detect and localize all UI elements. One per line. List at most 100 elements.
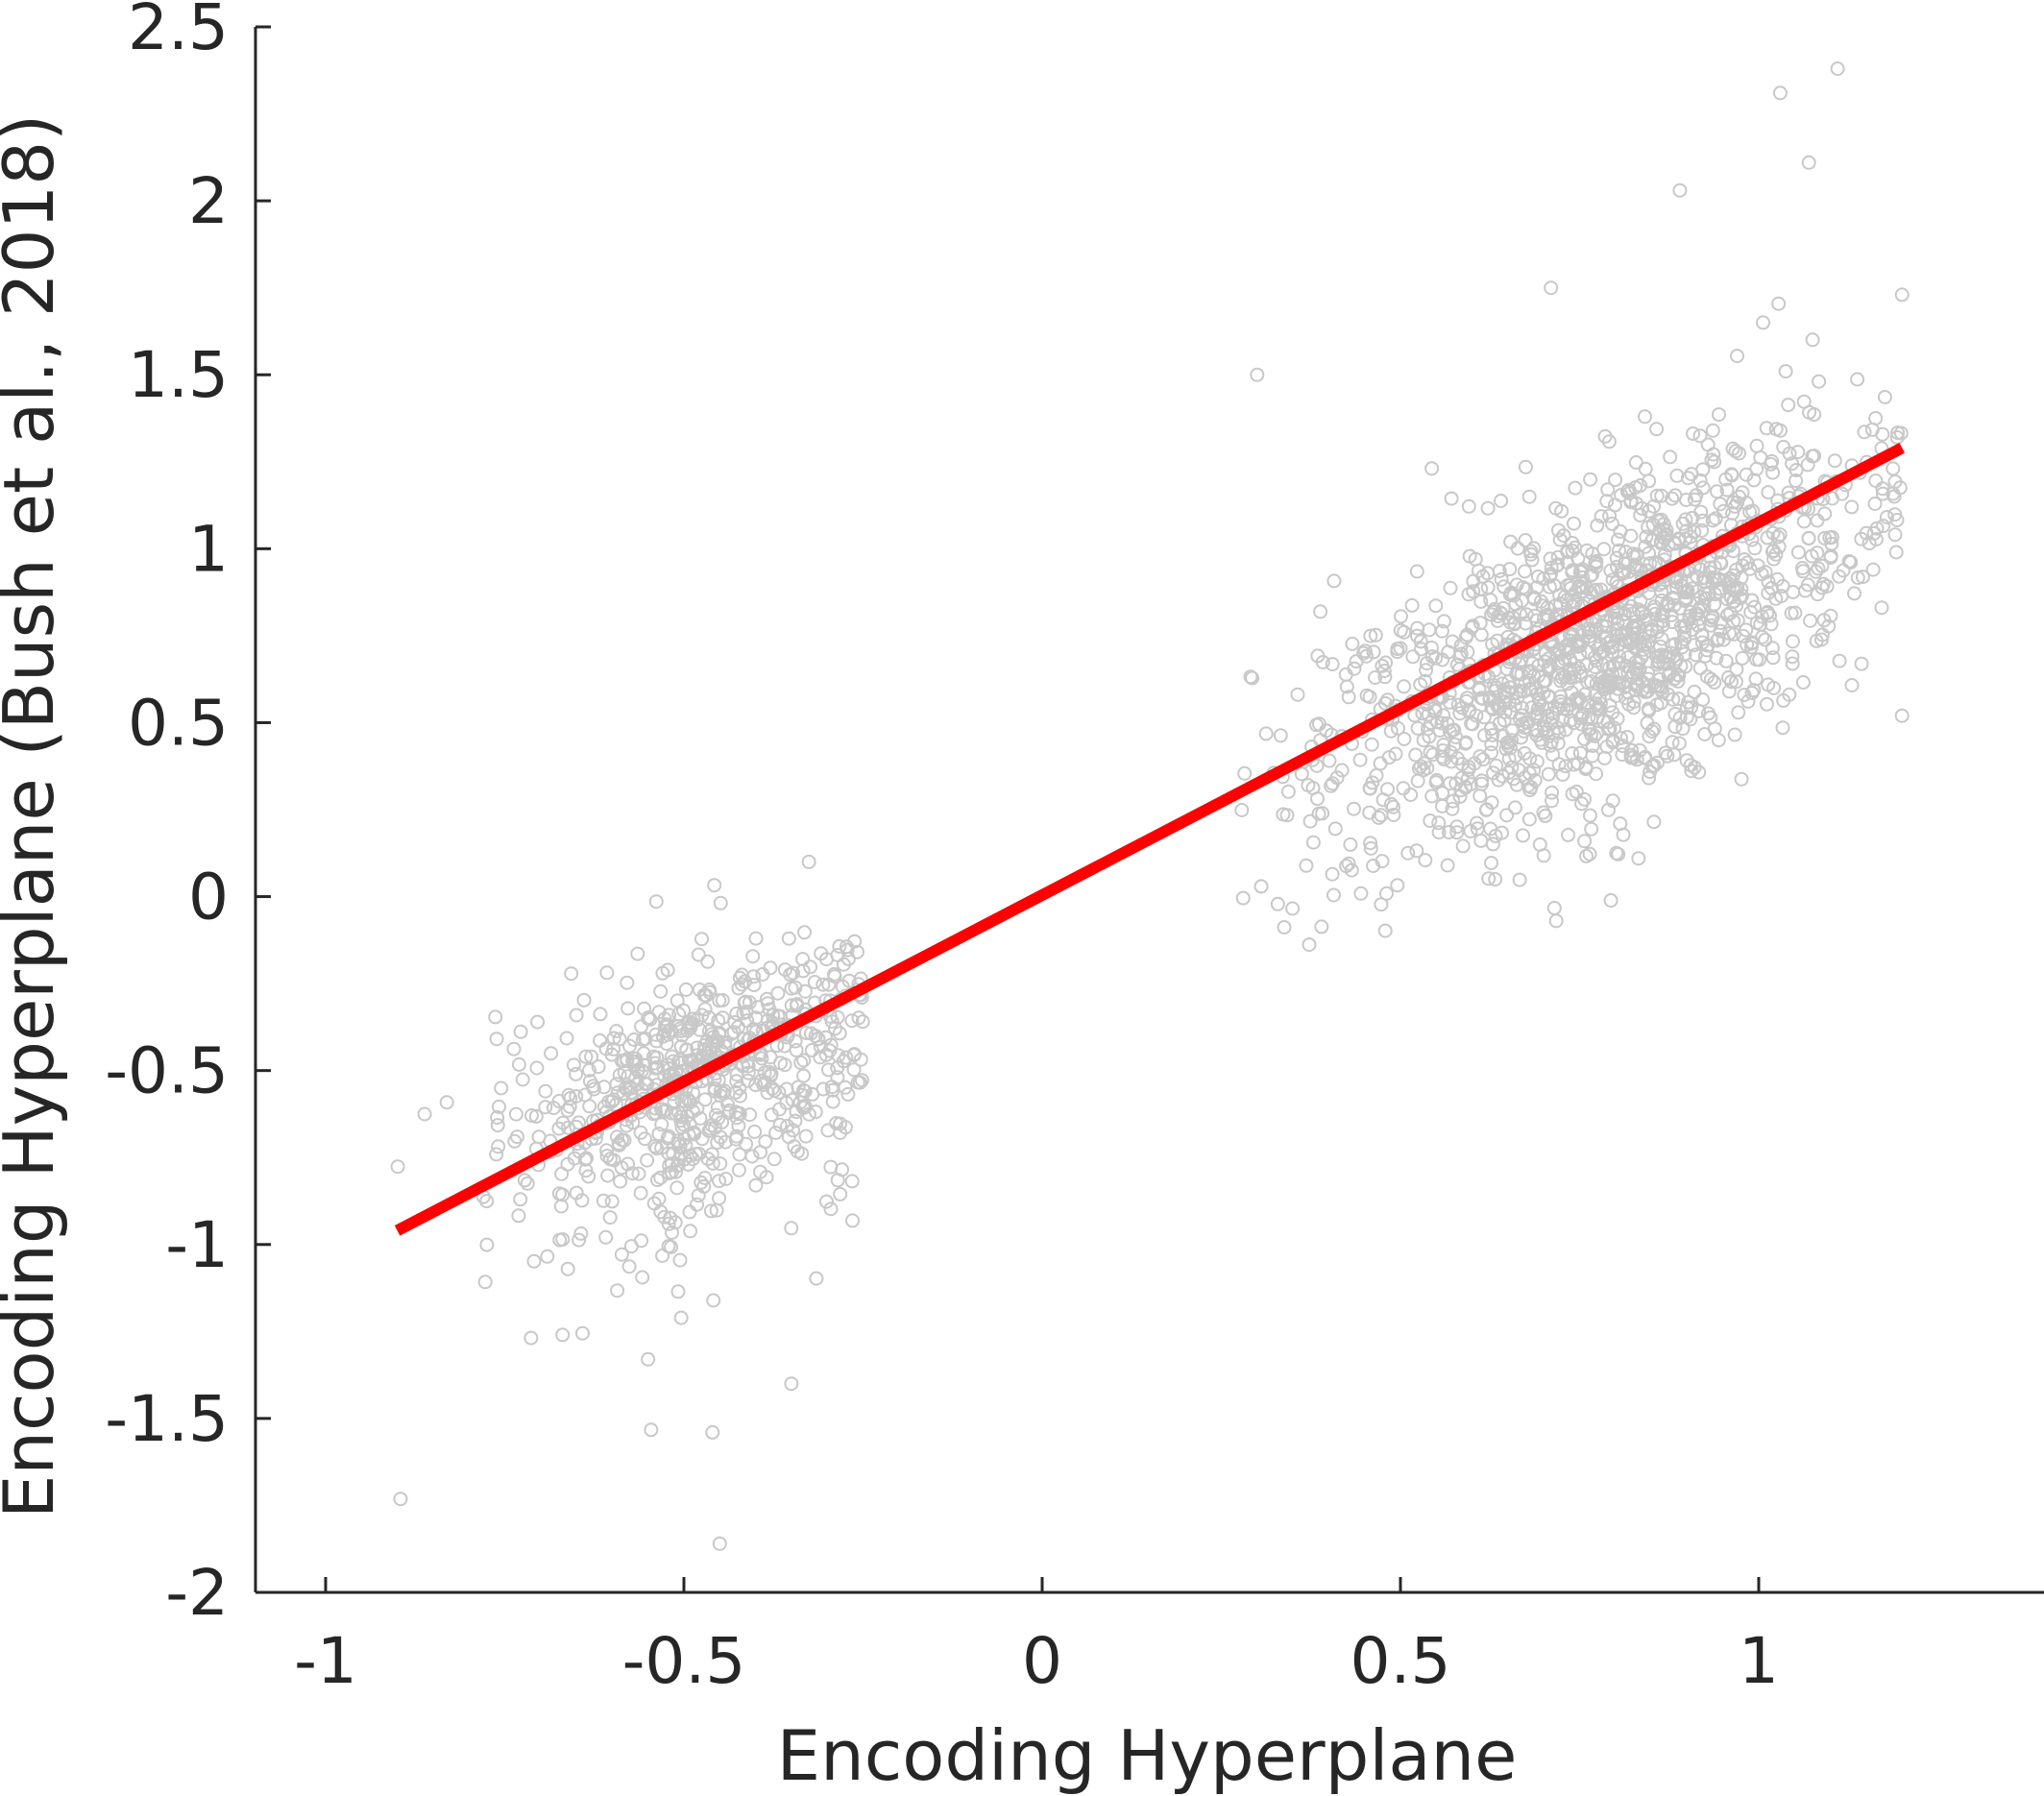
data-point [612, 1031, 627, 1047]
data-point [1521, 812, 1537, 827]
data-point [566, 1057, 581, 1073]
data-point [1253, 879, 1269, 894]
data-point [703, 1203, 718, 1219]
data-point [1473, 833, 1489, 848]
data-point [1638, 638, 1652, 653]
data-point [641, 1351, 656, 1367]
data-point [1418, 853, 1433, 868]
data-point [569, 1185, 584, 1201]
data-point [1409, 564, 1424, 579]
data-point [1761, 677, 1776, 692]
data-point [1541, 766, 1556, 782]
data-point [739, 1005, 754, 1019]
data-point [1463, 824, 1478, 838]
data-point [1850, 372, 1865, 387]
data-point [564, 966, 579, 982]
y-tick-label: -0.5 [105, 1034, 229, 1108]
data-point [1742, 504, 1758, 520]
data-point [1461, 498, 1476, 514]
data-point [681, 1093, 696, 1108]
data-point [1700, 437, 1716, 452]
data-point [836, 957, 851, 972]
data-point [1590, 710, 1605, 725]
data-point [1615, 747, 1630, 763]
data-point [763, 1050, 778, 1065]
data-point [1705, 513, 1720, 528]
data-point [1832, 653, 1847, 668]
data-point [1665, 615, 1680, 630]
data-point [1664, 645, 1679, 661]
data-point [1440, 716, 1455, 731]
data-point [1404, 597, 1420, 613]
data-point [531, 1129, 547, 1145]
data-point [1465, 619, 1479, 635]
data-point [1517, 684, 1531, 699]
data-point [559, 1031, 574, 1046]
data-point [1739, 622, 1754, 638]
data-point [1750, 558, 1765, 573]
data-point [1781, 398, 1796, 413]
data-point [1889, 430, 1905, 445]
data-point [1409, 843, 1424, 859]
y-tick-label: -1.5 [105, 1382, 229, 1456]
data-point [1551, 522, 1566, 538]
data-point [796, 1099, 811, 1114]
data-point [1508, 748, 1523, 764]
data-point [1727, 727, 1742, 742]
data-point [1514, 730, 1529, 745]
data-point [1675, 721, 1691, 737]
data-point [855, 1014, 870, 1030]
data-point [1640, 683, 1655, 698]
data-point [417, 1106, 432, 1122]
data-point [1568, 480, 1583, 496]
data-point [1580, 695, 1595, 711]
data-point [1491, 609, 1506, 624]
data-point [678, 1137, 694, 1153]
data-point [573, 1226, 589, 1241]
data-point [511, 1056, 526, 1072]
data-point [1273, 728, 1288, 743]
data-point [1373, 756, 1388, 771]
data-point [808, 1104, 823, 1120]
data-point [666, 1054, 681, 1069]
data-point [1887, 527, 1903, 543]
data-point [1522, 665, 1538, 680]
data-point [1519, 715, 1534, 730]
data-point [1305, 781, 1321, 795]
data-point [697, 1002, 713, 1017]
data-point [1642, 729, 1657, 744]
data-point [1713, 623, 1728, 639]
data-point [1449, 825, 1465, 840]
data-point [1424, 461, 1440, 476]
data-point [576, 992, 592, 1007]
data-point [1731, 705, 1746, 720]
data-point [1518, 564, 1532, 579]
data-point [795, 952, 811, 967]
data-point [722, 1103, 738, 1118]
data-point [1795, 675, 1811, 690]
data-point [1809, 633, 1824, 648]
data-point [1453, 646, 1469, 662]
data-point [1801, 530, 1816, 546]
data-point [1765, 650, 1781, 666]
data-point [1796, 394, 1812, 409]
data-point [1646, 814, 1662, 830]
data-point [1879, 510, 1894, 524]
data-point [671, 1105, 686, 1120]
data-point [1473, 627, 1489, 643]
data-point [696, 1178, 712, 1194]
data-point [1628, 655, 1643, 669]
data-point [1619, 484, 1635, 499]
data-point [1522, 682, 1538, 697]
y-axis-label: Encoding Hyperplane (Bush et al., 2018) [0, 114, 69, 1518]
data-point [1377, 923, 1393, 938]
data-point [1347, 801, 1361, 816]
data-point [1724, 674, 1739, 690]
data-point [728, 1104, 743, 1120]
data-point [613, 1174, 628, 1189]
y-tick-label: 0.5 [128, 686, 229, 760]
data-point [1393, 622, 1408, 638]
data-point [1418, 673, 1433, 689]
data-point [529, 1060, 545, 1076]
data-point [520, 1176, 535, 1191]
